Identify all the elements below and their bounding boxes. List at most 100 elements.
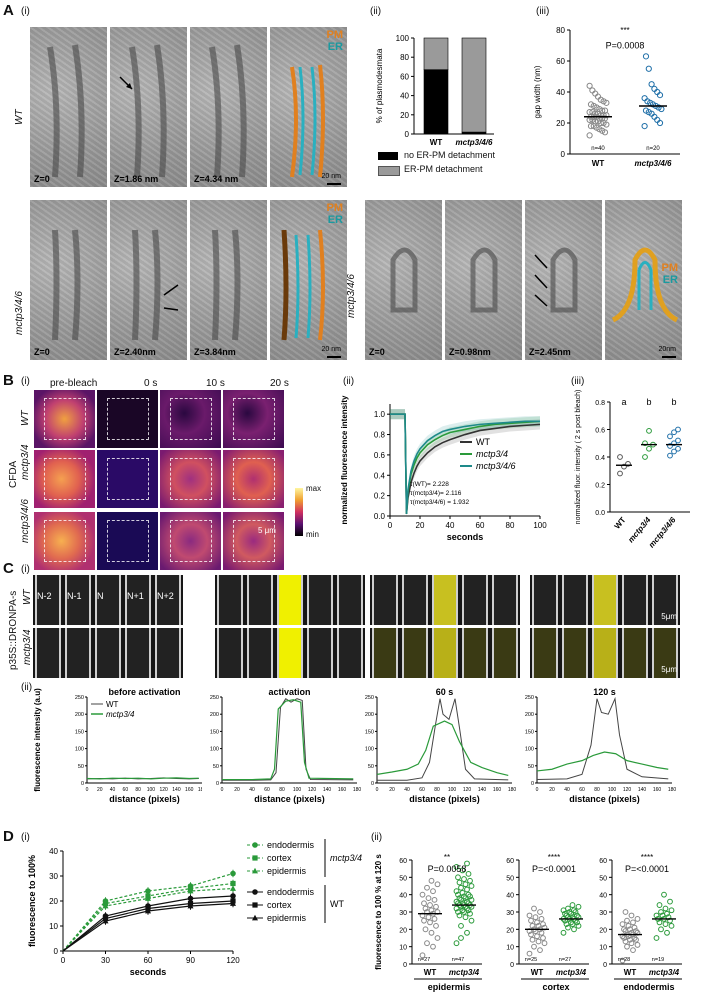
colorbar <box>295 488 303 536</box>
data-point <box>431 916 438 922</box>
data-point <box>145 895 151 901</box>
y-axis-label: fluorescence to 100 % at 120 s <box>374 854 383 970</box>
cell-label: N-1 <box>67 591 82 601</box>
x-tick-label: 140 <box>172 787 181 793</box>
x-tick-label: 40 <box>110 787 116 793</box>
chart-d-i: 0 10 20 30 40 0 30 60 90 120 seconds fluorescence t… <box>27 839 362 977</box>
cell-wall <box>155 575 181 625</box>
em-mut2-z0: Z=0 <box>365 200 442 360</box>
data-point <box>668 922 675 929</box>
cfda-image <box>160 450 221 508</box>
data-point <box>424 940 430 947</box>
mut-profile-line <box>376 720 509 777</box>
data-point <box>664 910 670 917</box>
significance-label: ** <box>444 853 450 862</box>
cell-wall <box>462 575 488 625</box>
y-tick-label: 10 <box>399 945 407 952</box>
data-point <box>419 891 426 898</box>
data-point <box>532 914 539 921</box>
data-point <box>145 888 151 894</box>
x-tick-label: 20 <box>549 787 555 793</box>
data-point <box>534 933 540 940</box>
x-tick-label: 60 <box>419 787 425 793</box>
y-tick-label: 20 <box>599 927 607 934</box>
data-point <box>421 900 427 907</box>
bleach-roi <box>107 520 149 562</box>
row-label: WT <box>22 589 33 605</box>
y-tick-label: 0 <box>371 781 374 787</box>
pm-label: PM <box>326 202 344 214</box>
x-tick-label: WT <box>430 138 443 147</box>
data-point <box>671 429 677 436</box>
x-tick-label: mctp3/4/6 <box>456 138 493 147</box>
bleach-roi <box>44 398 86 440</box>
legend-text: cortex <box>267 900 292 910</box>
data-point <box>424 884 430 891</box>
x-tick-label: mctp3/4/6 <box>635 159 672 168</box>
dronpa-label: p35S::DRONPA-s <box>8 590 19 670</box>
data-point <box>187 887 194 894</box>
y-tick-label: 250 <box>525 695 534 701</box>
x-tick-label: mctp3/4/6 <box>647 515 678 549</box>
tau-annotation: τ(mctp3/4)= 2.116 <box>410 490 462 497</box>
cell-wall <box>372 628 398 678</box>
y-tick-label: 30 <box>49 872 58 881</box>
data-point <box>540 921 546 928</box>
data-point <box>464 860 470 867</box>
y-tick-label: 250 <box>210 695 219 701</box>
y-tick-label: 0 <box>510 962 514 969</box>
data-point <box>668 907 675 914</box>
data-point <box>230 880 236 887</box>
data-point <box>528 917 534 924</box>
x-tick-label: 140 <box>638 787 647 793</box>
cell-wall <box>277 628 303 678</box>
legend-text: cortex <box>267 853 292 863</box>
cell-wall <box>95 575 121 625</box>
data-point <box>537 947 543 954</box>
y-tick-label: 100 <box>396 34 410 43</box>
data-point <box>535 938 542 945</box>
data-point <box>531 943 537 950</box>
legend-text: ER-PM detachment <box>404 164 483 174</box>
tau-annotation: τ(mctp3/4/6) = 1.932 <box>410 499 469 506</box>
row-label: mctp3/4/6 <box>20 499 31 543</box>
data-point <box>427 919 433 926</box>
cell-wall <box>247 575 273 625</box>
tissue-chart: 0 10 20 30 40 50 60 fluorescence to 100 % at 12… <box>374 853 482 992</box>
significance-label: *** <box>620 26 629 35</box>
y-tick-label: 200 <box>365 712 374 718</box>
data-point <box>617 470 623 477</box>
y-axis-label: normalized fluorescence intensity <box>340 395 349 524</box>
data-point <box>624 943 630 950</box>
p-value-label: P=0.0058 <box>428 864 467 874</box>
cell-wall <box>337 575 363 625</box>
wt-profile-line <box>222 698 354 781</box>
cell-wall <box>307 628 333 678</box>
tissue-chart: 0 10 20 30 40 50 60 n=25 WT n=27 mctp3/4 cortex ****… <box>506 853 589 992</box>
data-point <box>465 870 472 877</box>
z-label: Z=2.45nm <box>529 347 571 357</box>
bleach-roi <box>44 458 86 500</box>
scale-bar <box>327 183 341 185</box>
x-tick-label: 160 <box>185 787 194 793</box>
x-tick-label: 20 <box>234 787 240 793</box>
bleach-roi <box>170 398 212 440</box>
y-axis-label: % of plasmodesmata <box>375 48 384 123</box>
y-tick-label: 0.8 <box>374 431 386 440</box>
er-label: ER <box>662 274 678 286</box>
x-tick-label: 40 <box>564 787 570 793</box>
data-point <box>467 910 473 917</box>
n-label: n=25 <box>525 957 537 963</box>
data-point <box>538 916 545 922</box>
x-tick-label: 80 <box>279 787 285 793</box>
legend-group: mctp3/4 <box>330 853 362 863</box>
x-tick-label: 30 <box>101 956 110 965</box>
legend-text: epidermis <box>267 913 307 923</box>
profile-chart: activation 0 50 100 150 200 250 0 20 40 60 80 100 120… <box>210 687 362 804</box>
y-tick-label: 40 <box>399 893 407 900</box>
cell-wall <box>95 628 121 678</box>
y-tick-label: 50 <box>213 764 219 770</box>
panel-b-letter: B <box>3 372 14 389</box>
data-point <box>459 867 466 874</box>
data-point <box>458 884 464 891</box>
